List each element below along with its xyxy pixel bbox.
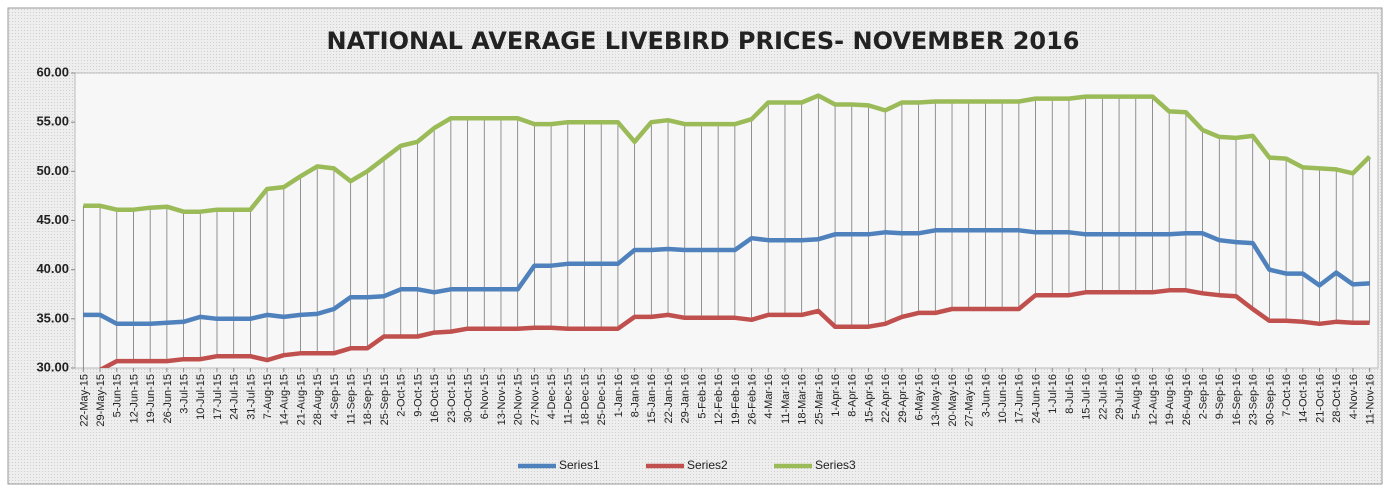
plot-layer (82, 93, 1372, 368)
y-tick-label: 35.00 (36, 310, 69, 325)
x-tick-label: 8-Apr-16 (847, 374, 859, 417)
x-tick-label: 7-Aug-15 (262, 374, 274, 419)
x-tick-label: 10-Jul-15 (195, 374, 207, 420)
y-tick-label: 60.00 (36, 64, 69, 79)
x-tick-label: 6-Nov-15 (479, 374, 491, 419)
x-tick-label: 25-Mar-16 (813, 374, 825, 425)
x-tick-label: 27-May-16 (964, 374, 976, 427)
chart-title: NATIONAL AVERAGE LIVEBIRD PRICES- NOVEMB… (326, 27, 1079, 55)
x-tick-label: 4-Nov-16 (1348, 374, 1360, 419)
x-tick-label: 4-Mar-16 (763, 374, 775, 419)
legend-label: Series3 (815, 458, 856, 472)
x-tick-label: 7-Oct-16 (1281, 374, 1293, 417)
x-tick-label: 26-Feb-16 (746, 374, 758, 425)
y-tick-label: 45.00 (36, 212, 69, 227)
x-tick-label: 10-Jun-16 (997, 374, 1009, 424)
x-tick-label: 18-Mar-16 (797, 374, 809, 425)
x-tick-label: 22-Jul-16 (1097, 374, 1109, 420)
x-tick-label: 8-Jan-16 (630, 374, 642, 417)
x-tick-label: 18-Dec-15 (579, 374, 591, 425)
x-tick-label: 5-Feb-16 (696, 374, 708, 419)
x-tick-label: 18-Sep-15 (362, 374, 374, 425)
x-tick-label: 11-Nov-16 (1365, 374, 1377, 425)
x-tick-label: 20-Nov-15 (513, 374, 525, 425)
x-tick-label: 3-Jul-15 (178, 374, 190, 414)
series-line (83, 93, 1372, 214)
x-tick-label: 5-Jun-15 (112, 374, 124, 417)
x-tick-label: 24-Jun-16 (1030, 374, 1042, 424)
series-line (98, 288, 1370, 368)
x-tick-label: 12-Feb-16 (713, 374, 725, 425)
x-tick-label: 19-Jun-15 (145, 374, 157, 424)
x-tick-label: 29-Apr-16 (897, 374, 909, 423)
x-tick-label: 17-Jun-16 (1014, 374, 1026, 424)
x-tick-label: 23-Sep-16 (1248, 374, 1260, 425)
x-tick-label: 12-Aug-16 (1147, 374, 1159, 425)
x-tick-label: 15-Jan-16 (646, 374, 658, 424)
x-tick-label: 6-May-16 (914, 374, 926, 420)
x-tick-label: 29-Jul-16 (1114, 374, 1126, 420)
x-tick-label: 27-Nov-15 (529, 374, 541, 425)
x-tick-label: 26-Aug-16 (1181, 374, 1193, 425)
x-tick-label: 26-Jun-15 (162, 374, 174, 424)
x-tick-label: 21-Aug-15 (295, 374, 307, 425)
x-tick-label: 12-Jun-15 (128, 374, 140, 424)
x-tick-label: 30-Sep-16 (1264, 374, 1276, 425)
series-line (83, 228, 1370, 327)
x-tick-label: 28-Aug-15 (312, 374, 324, 425)
x-tick-label: 19-Feb-16 (730, 374, 742, 425)
x-tick-label: 9-Sep-16 (1214, 374, 1226, 419)
x-tick-label: 4-Sep-15 (329, 374, 341, 419)
x-tick-label: 2-Sep-16 (1198, 374, 1210, 419)
x-tick-label: 2-Oct-15 (396, 374, 408, 417)
x-tick-label: 24-Jul-15 (229, 374, 241, 420)
x-tick-label: 11-Mar-16 (780, 374, 792, 424)
x-tick-label: 5-Aug-16 (1131, 374, 1143, 419)
y-tick-label: 50.00 (36, 163, 69, 178)
x-tick-label: 1-Jul-16 (1047, 374, 1059, 414)
x-tick-label: 30-Oct-15 (462, 374, 474, 423)
legend-label: Series1 (559, 458, 600, 472)
x-tick-label: 13-May-16 (930, 374, 942, 427)
x-tick-label: 11-Dec-15 (563, 374, 575, 425)
x-tick-label: 14-Oct-16 (1298, 374, 1310, 423)
x-tick-label: 13-Nov-15 (496, 374, 508, 425)
plot-area (74, 72, 1379, 369)
x-tick-label: 29-Jan-16 (680, 374, 692, 424)
x-tick-label: 22-Apr-16 (880, 374, 892, 423)
x-tick-label: 22-May-15 (78, 374, 90, 427)
legend-label: Series2 (687, 458, 728, 472)
x-tick-label: 25-Sep-15 (379, 374, 391, 425)
x-tick-label: 29-May-15 (95, 374, 107, 427)
x-tick-label: 14-Aug-15 (279, 374, 291, 425)
x-tick-label: 20-May-16 (947, 374, 959, 427)
x-tick-label: 15-Apr-16 (863, 374, 875, 423)
x-tick-label: 17-Jul-15 (212, 374, 224, 420)
y-tick-label: 55.00 (36, 114, 69, 129)
x-tick-label: 4-Dec-15 (546, 374, 558, 419)
x-tick-label: 25-Dec-15 (596, 374, 608, 425)
x-tick-label: 11-Sep-15 (346, 374, 358, 425)
x-tick-label: 19-Aug-16 (1164, 374, 1176, 425)
x-tick-label: 15-Jul-16 (1081, 374, 1093, 420)
x-tick-label: 23-Oct-15 (446, 374, 458, 423)
x-tick-label: 28-Oct-16 (1331, 374, 1343, 423)
x-tick-label: 16-Oct-15 (429, 374, 441, 423)
x-tick-label: 31-Jul-15 (245, 374, 257, 420)
x-tick-label: 9-Oct-15 (412, 374, 424, 417)
y-tick-label: 40.00 (36, 261, 69, 276)
x-tick-label: 1-Apr-16 (830, 374, 842, 417)
x-tick-label: 16-Sep-16 (1231, 374, 1243, 425)
x-tick-label: 8-Jul-16 (1064, 374, 1076, 414)
x-tick-label: 3-Jun-16 (980, 374, 992, 417)
y-tick-label: 30.00 (36, 359, 69, 374)
x-tick-label: 21-Oct-16 (1314, 374, 1326, 423)
x-tick-label: 22-Jan-16 (663, 374, 675, 424)
x-tick-label: 1-Jan-16 (613, 374, 625, 417)
